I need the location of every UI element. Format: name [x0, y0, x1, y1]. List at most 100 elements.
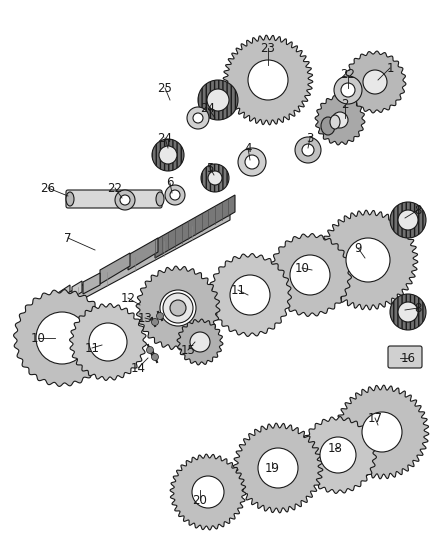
Polygon shape	[300, 417, 376, 494]
Circle shape	[362, 412, 402, 452]
Circle shape	[398, 302, 418, 322]
Circle shape	[258, 448, 298, 488]
Ellipse shape	[29, 306, 41, 324]
FancyBboxPatch shape	[66, 190, 162, 208]
Polygon shape	[208, 254, 291, 336]
Text: 16: 16	[400, 351, 416, 365]
Circle shape	[290, 255, 330, 295]
Circle shape	[120, 195, 130, 205]
Circle shape	[152, 139, 184, 171]
Polygon shape	[35, 285, 70, 322]
Polygon shape	[170, 454, 246, 530]
Text: 5: 5	[206, 161, 214, 174]
Ellipse shape	[330, 115, 340, 129]
Text: 8: 8	[414, 204, 422, 216]
Polygon shape	[315, 95, 365, 145]
Polygon shape	[233, 423, 323, 513]
Circle shape	[334, 76, 362, 104]
Text: 14: 14	[131, 361, 145, 375]
Circle shape	[198, 80, 238, 120]
Text: 26: 26	[40, 182, 56, 195]
Text: 12: 12	[120, 292, 135, 304]
Circle shape	[295, 137, 321, 163]
Text: 22: 22	[107, 182, 123, 195]
Text: 6: 6	[166, 176, 174, 190]
Circle shape	[170, 190, 180, 200]
Circle shape	[346, 238, 390, 282]
Circle shape	[89, 323, 127, 361]
Polygon shape	[344, 51, 406, 113]
Text: 24: 24	[201, 101, 215, 115]
Ellipse shape	[156, 192, 164, 206]
Text: 15: 15	[180, 343, 195, 357]
Circle shape	[390, 202, 426, 238]
Polygon shape	[40, 205, 230, 322]
Text: 19: 19	[265, 462, 279, 474]
Circle shape	[190, 332, 210, 352]
Polygon shape	[70, 304, 146, 381]
Circle shape	[159, 146, 177, 164]
Circle shape	[163, 293, 193, 323]
Polygon shape	[72, 281, 82, 298]
Circle shape	[341, 83, 355, 97]
Text: 18: 18	[328, 441, 343, 455]
Polygon shape	[177, 319, 223, 365]
Circle shape	[230, 275, 270, 315]
Ellipse shape	[66, 192, 74, 206]
Text: 17: 17	[367, 411, 382, 424]
Text: 3: 3	[306, 132, 314, 144]
Polygon shape	[128, 238, 158, 270]
Text: 22: 22	[340, 69, 356, 82]
Circle shape	[170, 300, 186, 316]
Text: 25: 25	[158, 82, 173, 94]
Polygon shape	[268, 233, 351, 317]
Circle shape	[320, 437, 356, 473]
Circle shape	[238, 148, 266, 176]
Text: 11: 11	[85, 342, 99, 354]
Circle shape	[193, 113, 203, 123]
Polygon shape	[335, 385, 429, 479]
Text: 13: 13	[138, 311, 152, 325]
Circle shape	[187, 107, 209, 129]
Text: 10: 10	[31, 332, 46, 344]
Circle shape	[160, 290, 196, 326]
Text: 11: 11	[230, 284, 246, 296]
Circle shape	[332, 112, 348, 128]
Polygon shape	[14, 289, 110, 386]
Circle shape	[302, 144, 314, 156]
Circle shape	[192, 476, 224, 508]
Text: 9: 9	[354, 241, 362, 254]
Text: 23: 23	[261, 42, 276, 54]
Polygon shape	[223, 35, 313, 125]
Text: 8: 8	[414, 302, 422, 314]
Circle shape	[245, 155, 259, 169]
Circle shape	[398, 210, 418, 230]
FancyBboxPatch shape	[388, 346, 422, 368]
Circle shape	[115, 190, 135, 210]
Polygon shape	[318, 210, 418, 310]
Text: 4: 4	[244, 141, 252, 155]
Circle shape	[36, 312, 88, 364]
Circle shape	[390, 294, 426, 330]
Circle shape	[165, 185, 185, 205]
Text: 20: 20	[193, 494, 208, 506]
Circle shape	[207, 89, 229, 111]
Polygon shape	[155, 195, 235, 258]
Text: 7: 7	[64, 231, 72, 245]
Circle shape	[363, 70, 387, 94]
Circle shape	[208, 171, 222, 185]
Text: 2: 2	[341, 99, 349, 111]
Circle shape	[146, 346, 153, 353]
Circle shape	[152, 353, 159, 360]
Circle shape	[248, 60, 288, 100]
Text: 24: 24	[158, 132, 173, 144]
Polygon shape	[100, 253, 130, 284]
Text: 1: 1	[386, 61, 394, 75]
Text: 10: 10	[295, 262, 309, 274]
Ellipse shape	[321, 117, 335, 135]
Polygon shape	[136, 266, 220, 350]
Circle shape	[201, 164, 229, 192]
Circle shape	[156, 312, 163, 319]
Polygon shape	[83, 273, 100, 294]
Circle shape	[152, 319, 159, 326]
